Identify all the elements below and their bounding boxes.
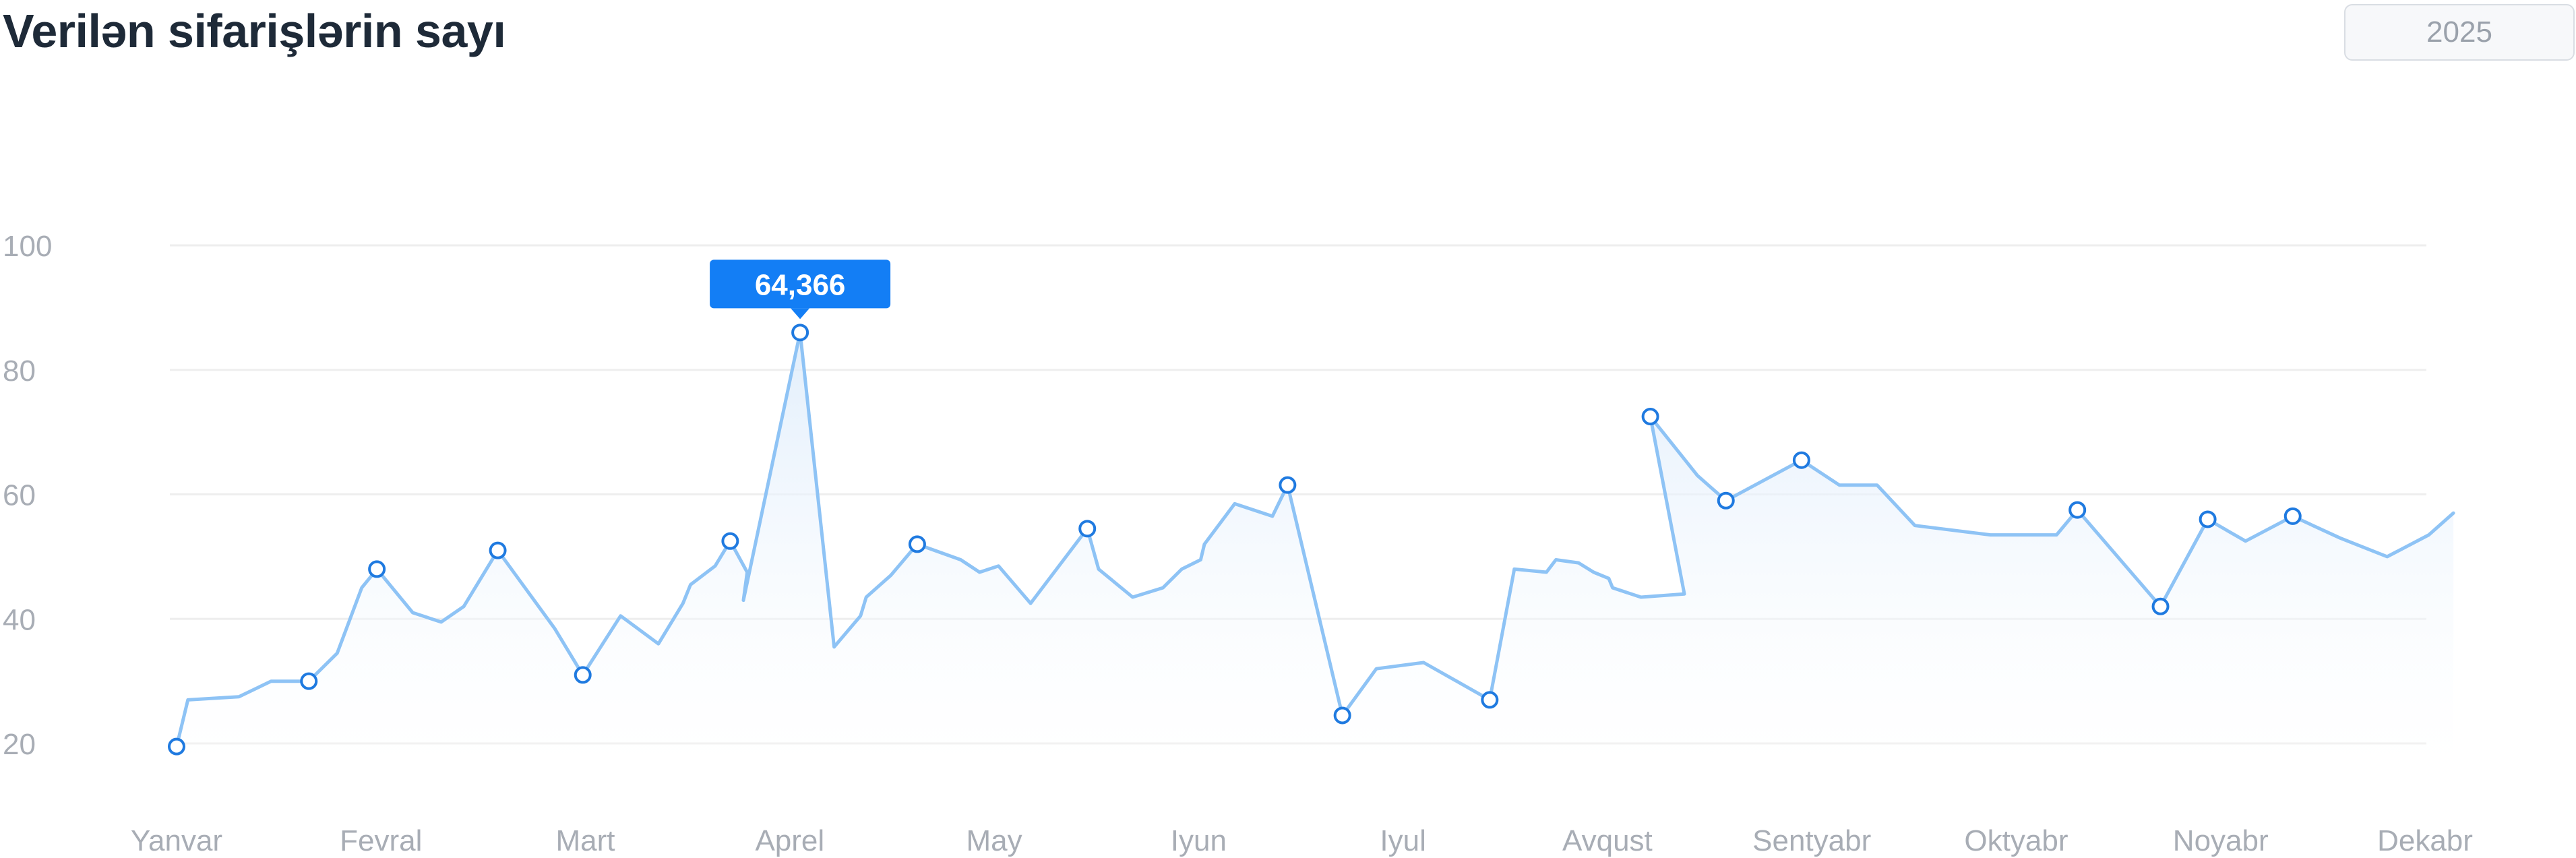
x-tick-label: Fevral: [340, 824, 422, 857]
data-point-marker: [1717, 491, 1735, 510]
chart-title: Verilən sifarişlərin sayı: [3, 5, 506, 57]
data-point-marker: [721, 532, 739, 550]
tooltip-box: [710, 259, 891, 309]
data-point-marker: [2068, 501, 2087, 519]
series-area: [177, 332, 2454, 768]
data-point-marker: [1078, 520, 1097, 538]
tooltip-pointer: [791, 308, 810, 319]
x-tick-label: Sentyabr: [1752, 824, 1871, 857]
marker-layer: [168, 324, 2302, 756]
data-point-marker: [1333, 706, 1351, 725]
x-tick-label: Noyabr: [2173, 824, 2269, 857]
data-point-marker: [300, 672, 318, 690]
x-tick-label: Dekabr: [2377, 824, 2473, 857]
data-point-marker: [1641, 408, 1659, 426]
year-select[interactable]: 2025: [2344, 4, 2575, 61]
series-line: [175, 330, 2455, 749]
data-point-marker: [2283, 507, 2302, 525]
y-tick-label: 40: [3, 603, 36, 636]
data-point-marker: [791, 324, 809, 342]
x-tick-label: May: [967, 824, 1022, 857]
data-point-marker: [368, 560, 386, 578]
data-point-marker: [1279, 476, 1297, 494]
tooltip: 64,366: [710, 259, 891, 319]
data-point-marker: [1792, 451, 1810, 469]
x-tick-label: Oktyabr: [1964, 824, 2068, 857]
x-axis: Yanvar Fevral Mart Aprel May Iyun Iyul Avqust Se…: [131, 824, 2473, 857]
data-point-marker: [908, 535, 926, 553]
x-tick-label: Yanvar: [131, 824, 222, 857]
x-tick-label: Avqust: [1562, 824, 1653, 857]
x-tick-label: Mart: [556, 824, 615, 857]
data-point-marker: [489, 541, 507, 559]
y-tick-label: 80: [3, 355, 36, 388]
y-tick-label: 60: [3, 479, 36, 512]
data-point-marker: [2199, 510, 2217, 528]
y-tick-label: 20: [3, 728, 36, 761]
x-tick-label: Iyul: [1380, 824, 1425, 857]
data-point-marker: [168, 737, 185, 756]
data-point-marker: [2151, 597, 2170, 615]
x-tick-label: Iyun: [1171, 824, 1227, 857]
x-tick-label: Aprel: [755, 824, 824, 857]
data-point-marker: [574, 666, 592, 684]
tooltip-label: 64,366: [755, 268, 846, 301]
data-point-marker: [1481, 691, 1499, 709]
y-tick-label: 100: [3, 230, 52, 263]
series-layer: [175, 330, 2455, 768]
y-axis: 20 40 60 80 100: [3, 230, 52, 761]
